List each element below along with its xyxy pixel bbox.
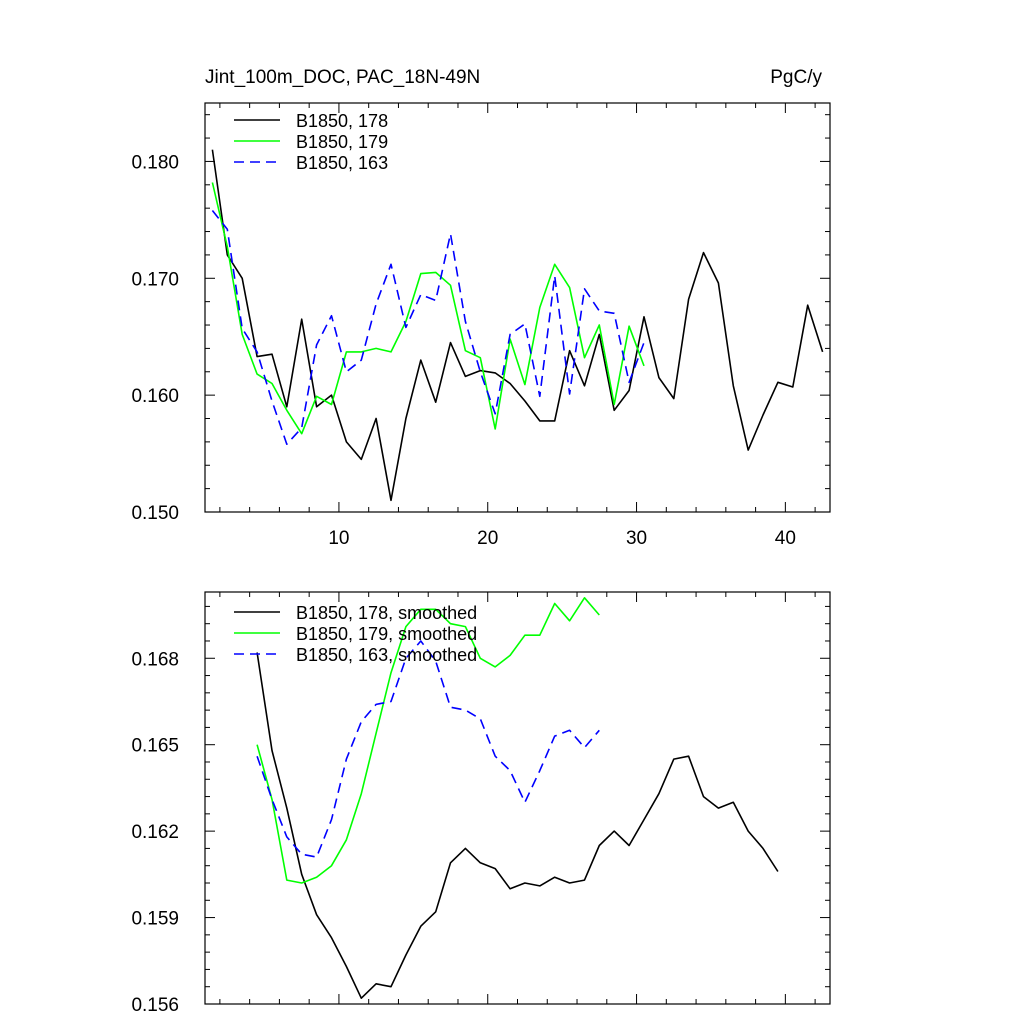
y-tick-label: 0.162 [131,822,179,843]
legend-label-2: B1850, 179 [296,132,388,152]
legend-label-3: B1850, 163, smoothed [296,645,477,665]
legend-label-2: B1850, 179, smoothed [296,624,477,644]
legend-label-1: B1850, 178, smoothed [296,603,477,623]
y-tick-label: 0.160 [131,386,179,407]
chart-units: PgC/y [770,67,822,88]
y-tick-label: 0.165 [131,736,179,757]
series-line-1 [256,652,779,1000]
legend-label-3: B1850, 163 [296,153,388,173]
y-tick-label: 0.168 [131,649,179,670]
y-tick-label: 0.150 [131,503,179,524]
series-line-2 [256,596,600,884]
series-line-1 [211,149,824,502]
y-tick-label: 0.180 [131,152,179,173]
y-tick-label: 0.156 [131,995,179,1016]
y-tick-label: 0.170 [131,269,179,290]
x-tick-label: 10 [328,528,349,549]
series-line-3 [211,210,645,446]
x-tick-label: 40 [775,528,796,549]
series-line-3 [256,640,600,858]
bottom-panel: 0.156 0.159 0.162 0.165 0.168 B1850, 178, smo… [131,591,831,1016]
top-panel: Jint_100m_DOC, PAC_18N-49N PgC/y 10 20 30 4… [131,67,831,549]
x-tick-label: 20 [477,528,498,549]
legend-label-1: B1850, 178 [296,111,388,131]
series-line-2 [211,182,645,435]
y-tick-label: 0.159 [131,909,179,930]
chart-title: Jint_100m_DOC, PAC_18N-49N [205,67,480,88]
x-tick-label: 30 [626,528,647,549]
